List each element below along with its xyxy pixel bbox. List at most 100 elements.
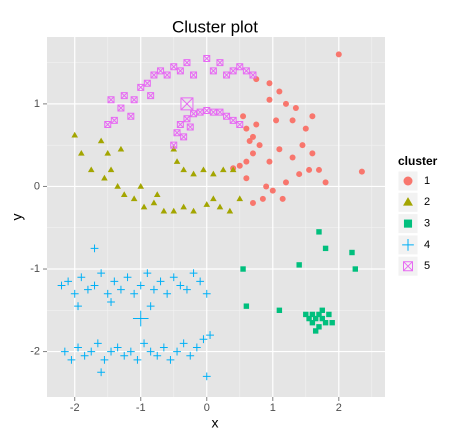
point — [190, 207, 197, 214]
point — [289, 117, 296, 124]
point — [266, 96, 273, 103]
point — [103, 289, 112, 298]
point — [104, 121, 112, 129]
point — [209, 67, 217, 75]
point — [309, 311, 316, 318]
point — [302, 125, 309, 132]
point — [202, 372, 211, 381]
point — [309, 113, 316, 120]
point — [219, 166, 227, 173]
point — [117, 145, 125, 152]
cluster-center — [132, 310, 149, 327]
point — [93, 339, 102, 348]
point — [130, 96, 138, 104]
point — [319, 307, 325, 314]
point — [349, 249, 355, 256]
point — [183, 115, 191, 123]
point — [256, 142, 263, 149]
x-tick-label: 2 — [336, 402, 342, 414]
point — [210, 170, 217, 177]
point — [316, 229, 322, 235]
legend-key — [402, 239, 414, 251]
point — [170, 145, 178, 152]
point — [97, 269, 106, 278]
point — [229, 166, 237, 173]
point — [173, 347, 181, 356]
point — [229, 67, 237, 75]
point — [74, 343, 82, 352]
point — [263, 183, 270, 190]
point — [120, 351, 129, 360]
point — [107, 96, 115, 104]
point — [276, 146, 283, 153]
y-tick-label: -2 — [30, 345, 40, 357]
point — [335, 51, 342, 58]
point — [90, 281, 99, 290]
point — [190, 110, 198, 118]
cluster-center — [180, 97, 194, 111]
point — [273, 117, 280, 124]
point — [243, 125, 250, 132]
point — [269, 187, 276, 194]
point — [163, 71, 171, 79]
point — [166, 355, 175, 364]
legend-key — [403, 261, 413, 272]
point — [179, 339, 188, 348]
point — [322, 179, 329, 186]
point — [312, 328, 319, 334]
point — [67, 355, 76, 364]
point — [240, 113, 247, 120]
point — [299, 142, 306, 149]
point — [306, 166, 313, 173]
point — [296, 262, 302, 268]
legend-key — [403, 197, 413, 206]
point — [192, 343, 201, 352]
point — [199, 335, 208, 344]
point — [153, 351, 162, 360]
point — [74, 302, 82, 311]
point — [150, 285, 158, 294]
point — [143, 79, 151, 87]
y-tick-label: 1 — [34, 98, 40, 110]
point — [176, 121, 184, 129]
point — [229, 116, 237, 124]
point — [113, 343, 122, 352]
point — [253, 121, 260, 128]
legend-key — [403, 176, 413, 186]
point — [176, 67, 184, 75]
point — [276, 88, 283, 95]
point — [110, 116, 118, 124]
point — [87, 347, 96, 356]
point — [249, 150, 256, 157]
point — [243, 303, 250, 309]
point — [146, 302, 155, 311]
x-tick-label: -1 — [136, 402, 146, 414]
point — [180, 133, 188, 141]
point — [133, 355, 142, 364]
point — [276, 307, 283, 314]
point — [186, 351, 195, 360]
point — [130, 195, 138, 202]
point — [143, 269, 152, 278]
point — [329, 319, 335, 326]
point — [226, 207, 234, 214]
point — [240, 266, 246, 272]
point — [157, 67, 165, 75]
point — [236, 121, 244, 129]
point — [249, 71, 257, 79]
point — [200, 166, 207, 173]
point — [249, 199, 256, 206]
point — [322, 319, 329, 326]
point — [130, 289, 139, 298]
point — [137, 182, 145, 189]
point — [292, 105, 299, 112]
point — [107, 166, 115, 173]
point — [136, 281, 145, 290]
point — [84, 285, 92, 294]
chart-title: Cluster plot — [172, 17, 258, 36]
point — [147, 92, 155, 100]
point — [57, 281, 66, 290]
point — [216, 59, 224, 67]
point — [322, 245, 329, 252]
point — [183, 285, 191, 294]
